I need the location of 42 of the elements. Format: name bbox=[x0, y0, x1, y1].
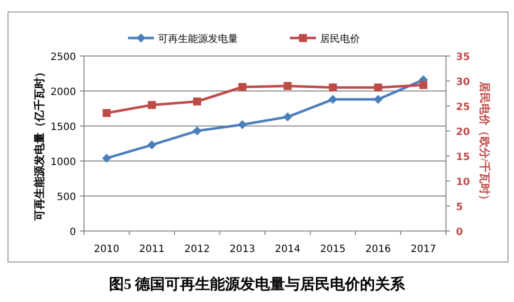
y2-tick-label: 10 bbox=[456, 177, 470, 188]
y-axis-title: 可再生能源发电量（亿千瓦时） bbox=[33, 66, 46, 222]
x-tick-label: 2010 bbox=[94, 244, 120, 255]
text: 图5 德国可再生能源发电量与居民电价的关系 bbox=[108, 276, 406, 293]
point bbox=[283, 112, 292, 122]
y-tick-label: 1500 bbox=[50, 122, 76, 133]
y-tick-label: 2500 bbox=[50, 52, 76, 63]
y-tick-label: 2000 bbox=[50, 87, 76, 98]
point bbox=[193, 98, 202, 106]
point bbox=[328, 84, 337, 92]
point bbox=[374, 94, 383, 104]
legend-label: 可再生能源发电量 bbox=[158, 33, 238, 45]
x-tick-label: 2013 bbox=[230, 244, 256, 255]
y2-tick-label: 15 bbox=[456, 152, 470, 163]
point bbox=[374, 84, 382, 92]
point bbox=[238, 120, 247, 130]
x-tick-label: 2014 bbox=[274, 244, 300, 255]
y2-tick-label: 5 bbox=[456, 202, 463, 213]
y2-tick-label: 20 bbox=[456, 127, 470, 138]
x-tick-label: 2012 bbox=[184, 244, 210, 255]
point bbox=[284, 82, 292, 90]
point bbox=[328, 94, 338, 104]
legend-label: 居民电价 bbox=[320, 33, 360, 45]
point bbox=[102, 109, 111, 117]
point bbox=[102, 154, 112, 163]
point bbox=[419, 81, 428, 89]
x-tick-label: 2016 bbox=[365, 244, 391, 255]
point bbox=[148, 101, 156, 109]
y2-tick-label: 0 bbox=[456, 227, 463, 238]
x-tick-label: 2015 bbox=[320, 244, 346, 255]
y2-tick-label: 35 bbox=[456, 52, 470, 63]
x-tick-label: 2017 bbox=[410, 244, 436, 255]
y-tick-label: 0 bbox=[70, 227, 76, 238]
point bbox=[192, 126, 202, 136]
y-tick-label: 500 bbox=[56, 192, 76, 203]
y-tick-label: 1000 bbox=[50, 157, 76, 168]
y2-axis-title: 居民电价（欧分/千瓦时） bbox=[478, 80, 491, 206]
y2-tick-label: 30 bbox=[456, 77, 470, 88]
point bbox=[147, 140, 156, 150]
x-tick-label: 2011 bbox=[139, 244, 165, 255]
y2-tick-label: 25 bbox=[456, 102, 470, 113]
point bbox=[238, 83, 246, 91]
